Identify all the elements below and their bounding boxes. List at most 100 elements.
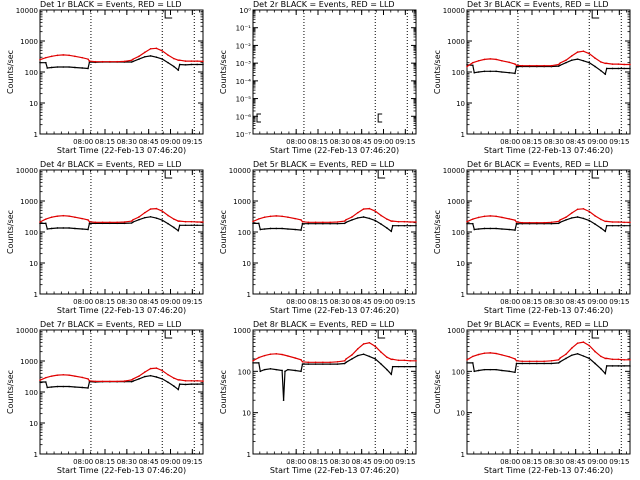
chart-panel-3: Det 3r BLACK = Events, RED = LLD 1 10 100 10… <box>433 0 631 155</box>
data-point-events <box>582 355 585 357</box>
data-point-lld <box>472 218 474 220</box>
data-point-lld <box>196 379 198 382</box>
data-point-events <box>559 361 561 363</box>
y-tick-label: 10 <box>242 260 251 268</box>
y-tick-label: 10⁰ <box>239 7 251 15</box>
data-point-lld <box>543 221 545 224</box>
x-tick-label: 09:00 <box>160 458 180 466</box>
data-point-events <box>565 219 567 221</box>
data-point-events <box>605 365 608 367</box>
data-point-lld <box>322 361 324 364</box>
y-tick-label: 10 <box>29 420 38 428</box>
data-point-events <box>190 63 193 66</box>
x-tick-label: 08:00 <box>500 138 520 146</box>
y-tick-label: 1 <box>461 291 465 299</box>
data-point-events <box>178 63 181 66</box>
data-point-events <box>380 363 382 365</box>
data-point-events <box>466 222 468 225</box>
data-point-events <box>629 67 631 70</box>
x-tick-label: 09:00 <box>587 458 607 466</box>
x-tick-label: 08:30 <box>544 298 564 306</box>
y-tick-label: 1 <box>247 291 251 299</box>
data-point-events <box>374 219 377 222</box>
data-point-events <box>130 61 133 63</box>
data-point-lld <box>281 215 283 218</box>
data-point-lld <box>190 220 193 223</box>
series-line-events <box>466 58 630 76</box>
data-point-lld <box>565 216 567 219</box>
data-point-lld <box>380 214 382 217</box>
data-point-events <box>167 61 169 64</box>
data-point-lld <box>588 210 591 213</box>
data-point-events <box>559 64 561 67</box>
x-tick-label: 08:15 <box>522 138 542 146</box>
y-tick-label: 1 <box>34 291 38 299</box>
data-point-events <box>301 363 304 365</box>
x-tick-label: 08:45 <box>139 138 159 146</box>
data-point-lld <box>403 359 406 362</box>
data-point-lld <box>623 63 625 66</box>
y-tick-label: 10⁻² <box>236 42 252 50</box>
chart-title: Det 6r BLACK = Events, RED = LLD <box>467 160 609 169</box>
data-point-lld <box>409 221 411 223</box>
data-point-events <box>477 228 480 230</box>
data-point-lld <box>570 55 573 57</box>
data-point-events <box>356 354 359 357</box>
data-point-events <box>177 229 180 232</box>
data-point-events <box>409 224 411 227</box>
series-line-lld <box>252 207 416 223</box>
data-point-events <box>466 362 468 364</box>
data-point-events <box>167 381 169 384</box>
data-point-lld <box>94 60 97 63</box>
data-point-lld <box>39 221 41 223</box>
data-point-events <box>611 67 614 70</box>
data-point-lld <box>258 218 260 220</box>
data-point-events <box>46 386 49 389</box>
data-point-lld <box>528 221 531 224</box>
data-point-lld <box>550 359 553 362</box>
data-point-lld <box>269 353 272 355</box>
data-point-events <box>336 363 339 365</box>
data-point-events <box>397 224 400 227</box>
x-tick-label: 08:30 <box>117 138 137 146</box>
data-point-lld <box>68 374 70 376</box>
y-tick-label: 100 <box>238 368 251 376</box>
data-point-events <box>557 222 560 225</box>
y-tick-label: 10 <box>456 100 465 108</box>
data-point-lld <box>301 220 304 223</box>
data-point-lld <box>88 379 91 382</box>
data-point-events <box>473 228 476 231</box>
y-tick-label: 100 <box>452 69 465 77</box>
data-point-lld <box>629 63 631 66</box>
data-point-lld <box>178 220 181 222</box>
data-point-lld <box>489 352 492 354</box>
data-point-lld <box>501 354 503 356</box>
data-point-lld <box>495 215 497 218</box>
data-point-events <box>161 378 164 380</box>
x-tick-label: 08:30 <box>544 138 564 146</box>
data-point-lld <box>314 361 317 364</box>
data-point-events <box>263 228 266 230</box>
data-point-lld <box>45 376 47 379</box>
x-axis-label: Start Time (22-Feb-13 07:46:20) <box>270 306 399 315</box>
data-point-lld <box>116 380 118 383</box>
x-tick-label: 08:15 <box>95 458 115 466</box>
data-point-events <box>132 60 134 63</box>
data-point-events <box>300 370 302 373</box>
data-point-events <box>143 55 146 58</box>
data-point-events <box>143 375 146 378</box>
data-point-lld <box>161 369 164 372</box>
x-tick-label: 08:00 <box>286 138 306 146</box>
data-point-events <box>473 370 476 373</box>
data-point-events <box>368 217 371 220</box>
data-point-events <box>343 222 346 225</box>
chart-panel-8: Det 8r BLACK = Events, RED = LLD 1 10 100 10… <box>219 320 417 475</box>
data-point-events <box>559 221 561 224</box>
data-point-lld <box>101 380 104 383</box>
data-point-lld <box>68 54 70 57</box>
y-tick-label: 10⁻⁶ <box>236 113 252 121</box>
data-point-events <box>39 381 41 383</box>
data-point-events <box>588 61 591 64</box>
plot-frame <box>466 329 631 455</box>
data-point-lld <box>508 218 511 220</box>
